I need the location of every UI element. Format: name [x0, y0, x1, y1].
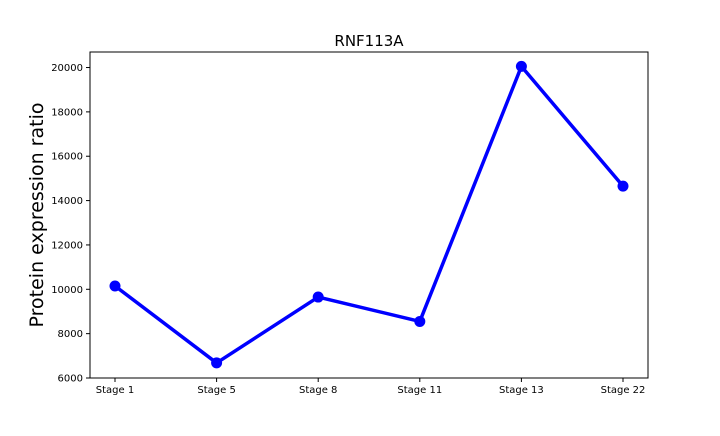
data-point: [109, 280, 121, 292]
series-line: [113, 64, 625, 365]
x-tick-label: Stage 5: [197, 385, 235, 396]
x-tick-label: Stage 11: [397, 385, 442, 396]
x-tick-label: Stage 1: [96, 385, 134, 396]
x-tick-label: Stage 22: [601, 385, 646, 396]
y-tick-label: 20000: [51, 63, 83, 74]
chart-title: RNF113A: [334, 32, 404, 50]
y-tick-label: 18000: [51, 107, 83, 118]
y-tick-label: 8000: [58, 329, 83, 340]
data-point: [617, 180, 629, 192]
y-tick-label: 6000: [58, 374, 83, 385]
y-tick-label: 14000: [51, 196, 83, 207]
data-point: [211, 357, 223, 369]
axes-frame: [89, 51, 649, 379]
x-tick-label: Stage 8: [299, 385, 337, 396]
y-tick-label: 16000: [51, 152, 83, 163]
plot-area: 6000 8000 10000 12000 14000 16000 18000 20000 St…: [51, 51, 649, 396]
y-axis-label: Protein expression ratio: [26, 103, 48, 328]
data-point: [312, 291, 324, 303]
y-tick-label: 10000: [51, 285, 83, 296]
y-tick-label: 12000: [51, 240, 83, 251]
x-tick-label: Stage 13: [499, 385, 544, 396]
data-point: [515, 60, 527, 72]
data-point: [414, 315, 426, 327]
